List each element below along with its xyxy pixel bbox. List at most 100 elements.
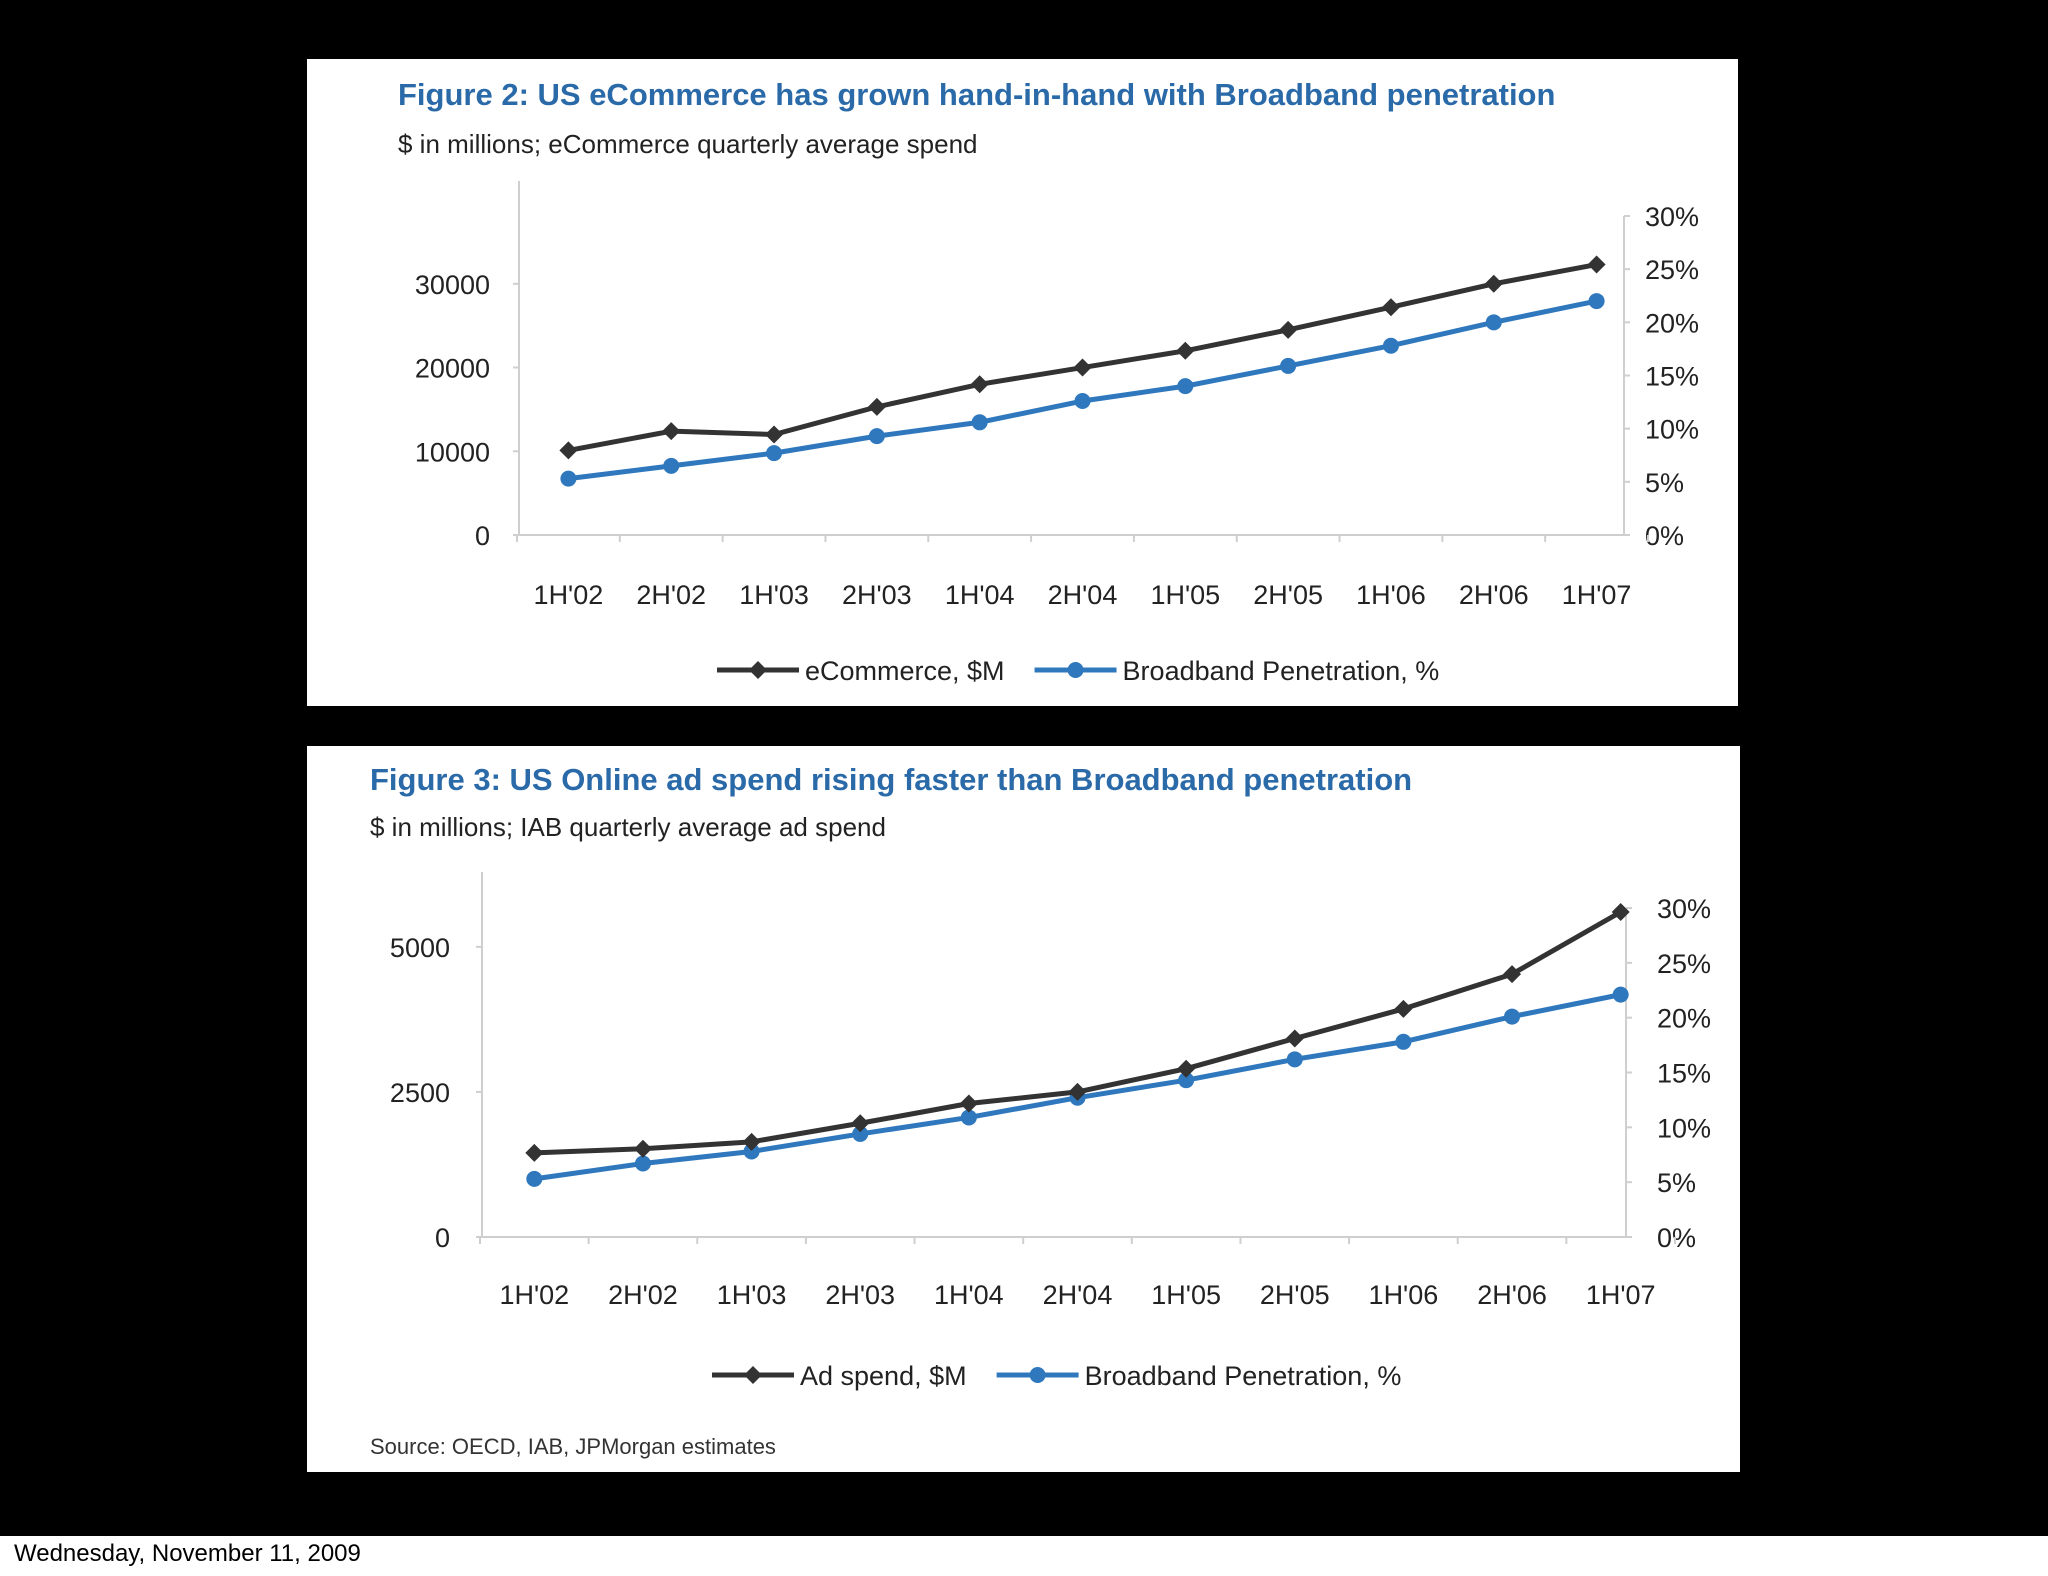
y-tick-label-right: 15% (1645, 362, 1699, 392)
x-tick-label: 1H'07 (1586, 1280, 1656, 1310)
data-point-diamond (1484, 274, 1503, 293)
data-point-circle (1612, 986, 1629, 1003)
x-tick-label: 2H'03 (842, 580, 912, 610)
y-tick-label-right: 30% (1657, 894, 1711, 924)
data-point-circle (1395, 1033, 1412, 1050)
data-point-circle (1280, 357, 1297, 374)
data-point-diamond (1503, 965, 1522, 984)
x-tick-label: 2H'04 (1048, 580, 1118, 610)
data-point-circle (1588, 293, 1605, 310)
data-point-circle (743, 1143, 760, 1160)
x-tick-label: 2H'02 (636, 580, 706, 610)
x-tick-label: 2H'02 (608, 1280, 678, 1310)
data-point-diamond (1177, 1059, 1196, 1078)
x-tick-label: 1H'04 (945, 580, 1015, 610)
legend-label: Broadband Penetration, % (1123, 656, 1440, 686)
y-tick-label-left: 0 (435, 1223, 450, 1253)
data-point-diamond (1394, 999, 1413, 1018)
legend-circle-icon (1029, 1367, 1046, 1383)
y-tick-label-right: 10% (1657, 1113, 1711, 1143)
y-tick-label-right: 25% (1657, 949, 1711, 979)
x-tick-label: 2H'03 (825, 1280, 895, 1310)
data-point-diamond (1285, 1029, 1304, 1048)
data-point-diamond (559, 441, 578, 460)
figure-3-subtitle: $ in millions; IAB quarterly average ad … (370, 812, 886, 842)
x-tick-label: 2H'06 (1477, 1280, 1547, 1310)
data-point-diamond (1611, 903, 1630, 921)
x-tick-label: 1H'03 (717, 1280, 787, 1310)
y-tick-label-left: 30000 (415, 270, 490, 300)
x-tick-label: 2H'05 (1260, 1280, 1330, 1310)
data-point-diamond (1587, 255, 1606, 274)
data-point-circle (1504, 1008, 1521, 1025)
x-tick-label: 1H'03 (739, 580, 809, 610)
x-tick-label: 2H'04 (1043, 1280, 1113, 1310)
y-tick-label-right: 5% (1657, 1168, 1696, 1198)
data-point-circle (852, 1125, 869, 1142)
data-point-diamond (765, 425, 784, 444)
figure-2-panel: Figure 2: US eCommerce has grown hand-in… (307, 59, 1738, 706)
legend-diamond-icon (744, 1366, 762, 1384)
figure-3-panel: Figure 3: US Online ad spend rising fast… (307, 746, 1740, 1472)
data-point-diamond (1068, 1082, 1087, 1101)
data-point-circle (560, 470, 577, 487)
legend-label: Ad spend, $M (800, 1361, 967, 1391)
slide-background: Figure 2: US eCommerce has grown hand-in… (0, 0, 2048, 1536)
x-tick-label: 1H'05 (1150, 580, 1220, 610)
data-point-circle (1286, 1051, 1303, 1068)
y-tick-label-left: 10000 (415, 437, 490, 467)
data-point-diamond (742, 1132, 761, 1151)
data-point-diamond (851, 1114, 870, 1133)
series-line-secondary (568, 298, 1598, 482)
figure-3-chart: 0 2500 5000 0% 5% 10% 15% 20% 25% 30% 1H'02 2H'02 1H… (390, 872, 1711, 1391)
figure-3-source: Source: OECD, IAB, JPMorgan estimates (370, 1434, 776, 1459)
y-tick-label-right: 0% (1657, 1223, 1696, 1253)
y-tick-label-left: 2500 (390, 1078, 450, 1108)
y-tick-label-right: 0% (1645, 521, 1684, 551)
data-point-circle (634, 1155, 651, 1172)
y-tick-label-right: 30% (1645, 202, 1699, 232)
data-point-diamond (970, 375, 989, 394)
x-tick-label: 1H'06 (1356, 580, 1426, 610)
data-point-circle (971, 414, 988, 431)
footer-date: Wednesday, November 11, 2009 (14, 1540, 361, 1567)
y-tick-label-right: 10% (1645, 415, 1699, 445)
y-tick-label-right: 25% (1645, 255, 1699, 285)
data-point-diamond (867, 397, 886, 416)
data-point-circle (1485, 314, 1502, 331)
data-point-circle (526, 1170, 543, 1187)
x-tick-label: 1H'06 (1369, 1280, 1439, 1310)
data-point-circle (1074, 393, 1091, 410)
figure-2-title: Figure 2: US eCommerce has grown hand-in… (398, 77, 1556, 112)
y-tick-label-left: 5000 (390, 933, 450, 963)
data-point-diamond (1073, 358, 1092, 377)
legend-label: Broadband Penetration, % (1085, 1361, 1402, 1391)
figure-3-title: Figure 3: US Online ad spend rising fast… (370, 762, 1413, 797)
data-point-diamond (662, 422, 681, 441)
y-tick-label-left: 20000 (415, 354, 490, 384)
data-point-diamond (1176, 341, 1195, 360)
y-tick-label-right: 15% (1657, 1059, 1711, 1089)
data-point-diamond (959, 1094, 978, 1113)
x-tick-label: 1H'05 (1151, 1280, 1221, 1310)
legend-circle-icon (1067, 662, 1084, 678)
data-point-diamond (633, 1139, 652, 1158)
data-point-diamond (1381, 298, 1400, 317)
x-tick-label: 1H'04 (934, 1280, 1004, 1310)
data-point-circle (960, 1109, 977, 1126)
legend-label: eCommerce, $M (805, 656, 1005, 686)
data-point-circle (766, 445, 783, 462)
data-point-circle (1178, 1072, 1195, 1089)
series-line-primary (534, 909, 1622, 1156)
figure-2-chart: 0 10000 20000 30000 0% 5% 10% 15% 20% 25% 30% 1H'02… (415, 181, 1699, 686)
data-point-diamond (525, 1143, 544, 1162)
y-tick-label-right: 5% (1645, 468, 1684, 498)
data-point-circle (1382, 337, 1399, 354)
y-tick-label-right: 20% (1657, 1004, 1711, 1034)
figure-2-subtitle: $ in millions; eCommerce quarterly avera… (398, 129, 978, 159)
y-tick-label-left: 0 (475, 521, 490, 551)
y-tick-label-right: 20% (1645, 308, 1699, 338)
x-tick-label: 2H'06 (1459, 580, 1529, 610)
data-point-circle (868, 428, 885, 445)
data-point-circle (663, 457, 680, 474)
